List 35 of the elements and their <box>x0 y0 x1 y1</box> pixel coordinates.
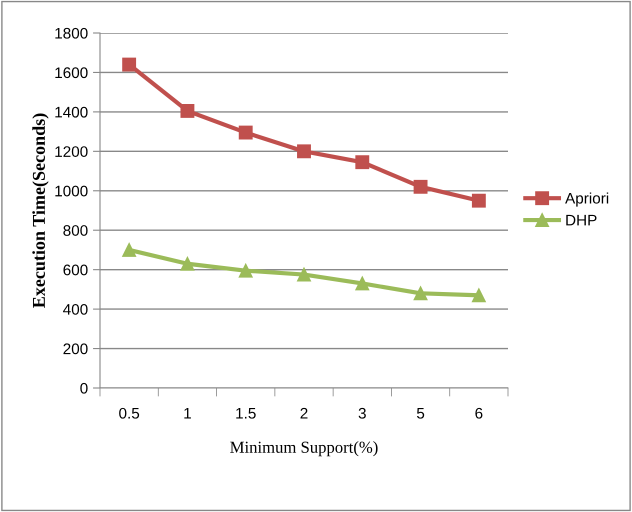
point <box>238 126 253 140</box>
y-tick-label: 0 <box>80 382 88 394</box>
point <box>122 58 136 72</box>
y-tick-label: 1800 <box>55 28 88 39</box>
y-tick-label: 600 <box>63 264 88 276</box>
point <box>414 180 428 194</box>
y-axis-title: Execution Time(Seconds) <box>32 114 49 308</box>
point <box>472 194 486 208</box>
x-tick-label: 6 <box>475 408 482 419</box>
x-tick-label: 3 <box>358 408 366 419</box>
x-tick-label: 1 <box>184 408 191 419</box>
point <box>297 144 311 158</box>
point <box>297 268 311 282</box>
point <box>355 155 370 170</box>
x-tick-label: 0.5 <box>119 408 140 419</box>
y-tick-label: 1400 <box>55 106 88 118</box>
point <box>238 264 253 278</box>
point <box>414 286 428 300</box>
y-tick-label: 1600 <box>55 67 88 78</box>
point <box>472 288 486 302</box>
point <box>122 243 136 257</box>
y-tick-label: 400 <box>63 304 88 315</box>
legend-label: DHP <box>566 214 596 226</box>
point <box>180 104 194 118</box>
y-tick-label: 1200 <box>55 146 88 158</box>
point <box>355 276 370 290</box>
x-axis-title: Minimum Support(%) <box>230 441 378 456</box>
y-tick-label: 800 <box>63 225 88 236</box>
x-tick-label: 1.5 <box>236 408 256 419</box>
x-tick-label: 2 <box>300 408 308 419</box>
legend-label: Apriori <box>565 192 608 207</box>
x-tick-label: 5 <box>416 408 424 419</box>
y-tick-label: 1000 <box>55 186 88 196</box>
y-tick-label: 200 <box>63 343 88 354</box>
point <box>180 256 194 271</box>
